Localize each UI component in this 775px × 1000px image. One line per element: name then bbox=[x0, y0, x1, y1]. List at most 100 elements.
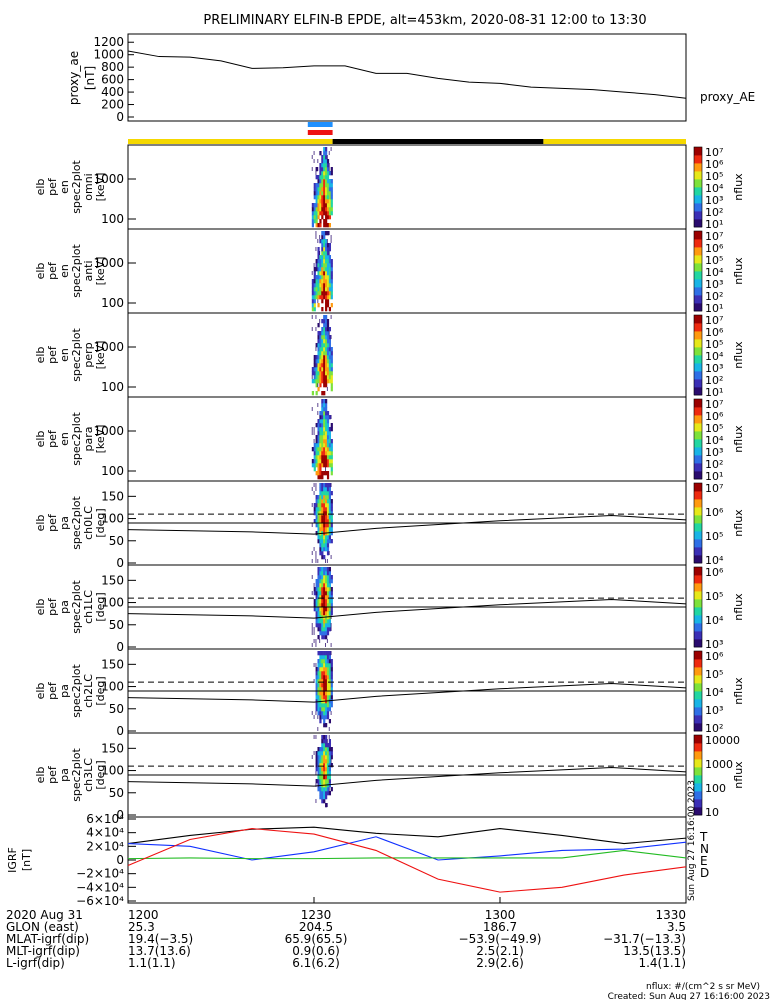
spectrogram-cell bbox=[325, 579, 328, 584]
spectrogram-speckle bbox=[311, 431, 313, 435]
pa-tick-label: 50 bbox=[109, 534, 124, 548]
panel-ylabel-line: ch2LC bbox=[82, 674, 95, 708]
spectrogram-cell bbox=[311, 283, 314, 288]
footer-row-label: MLAT-igrf(dip) bbox=[6, 932, 89, 946]
igrf-series-line bbox=[127, 849, 687, 860]
spectrogram-cell bbox=[321, 159, 324, 164]
spectrogram-cell bbox=[317, 503, 320, 508]
colorbar-band bbox=[694, 699, 702, 708]
energy-tick-label: 100 bbox=[101, 464, 124, 478]
spectrogram-speckle bbox=[330, 623, 332, 627]
panel-ylabel-line: [deg] bbox=[94, 676, 107, 705]
colorbar-label: 10⁴ bbox=[705, 614, 724, 627]
proxy-ae-line bbox=[127, 50, 687, 99]
spectrogram-cell bbox=[315, 363, 318, 368]
spectrogram-cell bbox=[325, 399, 328, 404]
spectrogram-cell bbox=[321, 367, 324, 372]
spectrogram-cell bbox=[326, 415, 330, 420]
spectrogram-cell bbox=[326, 775, 330, 780]
panel-ylabel-line: spec2plot bbox=[70, 496, 83, 550]
marker-bar-blue bbox=[307, 122, 333, 127]
spectrogram-cell bbox=[321, 359, 324, 364]
spectrogram-cell bbox=[317, 291, 320, 296]
spectrogram-cell bbox=[321, 619, 324, 624]
colorbar-label: 10⁵ bbox=[705, 170, 723, 183]
spectrogram-cell bbox=[315, 767, 318, 772]
spectrogram-cell bbox=[317, 283, 320, 288]
spectrogram-cell bbox=[326, 679, 330, 684]
spectrogram-cell bbox=[321, 483, 324, 488]
spectrogram-cell bbox=[319, 599, 322, 604]
spectrogram-cell bbox=[321, 243, 324, 248]
spectrogram-cell bbox=[326, 367, 330, 372]
spectrogram-cell bbox=[319, 283, 322, 288]
spectrogram-cell bbox=[323, 679, 326, 684]
spectrogram-cell bbox=[313, 607, 316, 612]
spectrogram-cell bbox=[326, 499, 330, 504]
spectrogram-cell bbox=[311, 307, 314, 312]
spectrogram-cell bbox=[323, 295, 326, 300]
spectrogram-cell bbox=[328, 683, 332, 688]
spectrogram-cell bbox=[326, 715, 330, 720]
spectrogram-cell bbox=[319, 443, 322, 448]
spectrogram-cell bbox=[319, 591, 322, 596]
spectrogram-cell bbox=[321, 203, 324, 208]
spectrogram-cell bbox=[315, 175, 318, 180]
spectrogram-cell bbox=[323, 539, 326, 544]
spectrogram-cell bbox=[315, 343, 318, 348]
colorbar-band bbox=[694, 347, 702, 356]
igrf-tick-label: 0 bbox=[116, 853, 124, 867]
colorbar-band bbox=[694, 735, 702, 744]
spectrogram-cell bbox=[323, 711, 326, 716]
spectrogram-cell bbox=[325, 739, 328, 744]
spectrogram-cell bbox=[325, 275, 328, 280]
spectrogram-cell bbox=[323, 771, 326, 776]
spectrogram-cell bbox=[317, 651, 320, 656]
spectrogram-speckle bbox=[330, 483, 332, 487]
spectrogram-speckle bbox=[311, 155, 313, 159]
spectrogram-cell bbox=[330, 467, 333, 472]
spectrogram-cell bbox=[323, 503, 326, 508]
spectrogram-cell bbox=[330, 751, 333, 756]
footer-value: 13.7(13.6) bbox=[128, 944, 191, 958]
spectrogram-cell bbox=[325, 523, 328, 528]
spectrogram-cell bbox=[313, 207, 316, 212]
spectrogram-cell bbox=[315, 499, 318, 504]
spectrogram-cell bbox=[317, 663, 320, 668]
spectrogram-cell bbox=[326, 591, 330, 596]
spectrogram-cell bbox=[321, 775, 324, 780]
spectrogram-cell bbox=[325, 611, 328, 616]
spectrogram-cell bbox=[319, 359, 322, 364]
loss-cone-solid bbox=[127, 598, 687, 619]
spectrogram-cell bbox=[330, 703, 333, 708]
spectrogram-cell bbox=[330, 271, 333, 276]
plot-title: PRELIMINARY ELFIN-B EPDE, alt=453km, 202… bbox=[203, 13, 646, 28]
footer-row-label: L-igrf(dip) bbox=[6, 956, 65, 970]
footer-note: nflux: #/(cm^2 s sr MeV) bbox=[646, 982, 760, 992]
spectrogram-cell bbox=[315, 503, 318, 508]
spectrogram-cell bbox=[317, 371, 320, 376]
spectrogram-cell bbox=[321, 463, 324, 468]
colorbar-frame bbox=[693, 566, 703, 648]
spectrogram-cell bbox=[328, 451, 332, 456]
colorbar-band bbox=[694, 371, 702, 380]
spectrogram-cell bbox=[323, 459, 326, 464]
spectrogram-cell bbox=[323, 655, 326, 660]
panel-ylabel-line: en bbox=[58, 180, 71, 194]
spectrogram-cell bbox=[326, 295, 330, 300]
spectrogram-cell bbox=[321, 407, 324, 412]
panel-ylabel-line: elb bbox=[34, 179, 47, 196]
spectrogram-cell bbox=[325, 179, 328, 184]
spectrogram-cell bbox=[330, 471, 333, 476]
spectrogram-cell bbox=[321, 231, 324, 236]
spectrogram-cell bbox=[330, 359, 333, 364]
spectrogram-speckle bbox=[311, 167, 313, 171]
spectrogram-cell bbox=[325, 803, 328, 808]
spectrogram-cell bbox=[323, 255, 326, 260]
spectrogram-cell bbox=[326, 171, 330, 176]
spectrogram-cell bbox=[317, 519, 320, 524]
spectrogram-cell bbox=[313, 271, 316, 276]
spectrogram-cell bbox=[325, 195, 328, 200]
